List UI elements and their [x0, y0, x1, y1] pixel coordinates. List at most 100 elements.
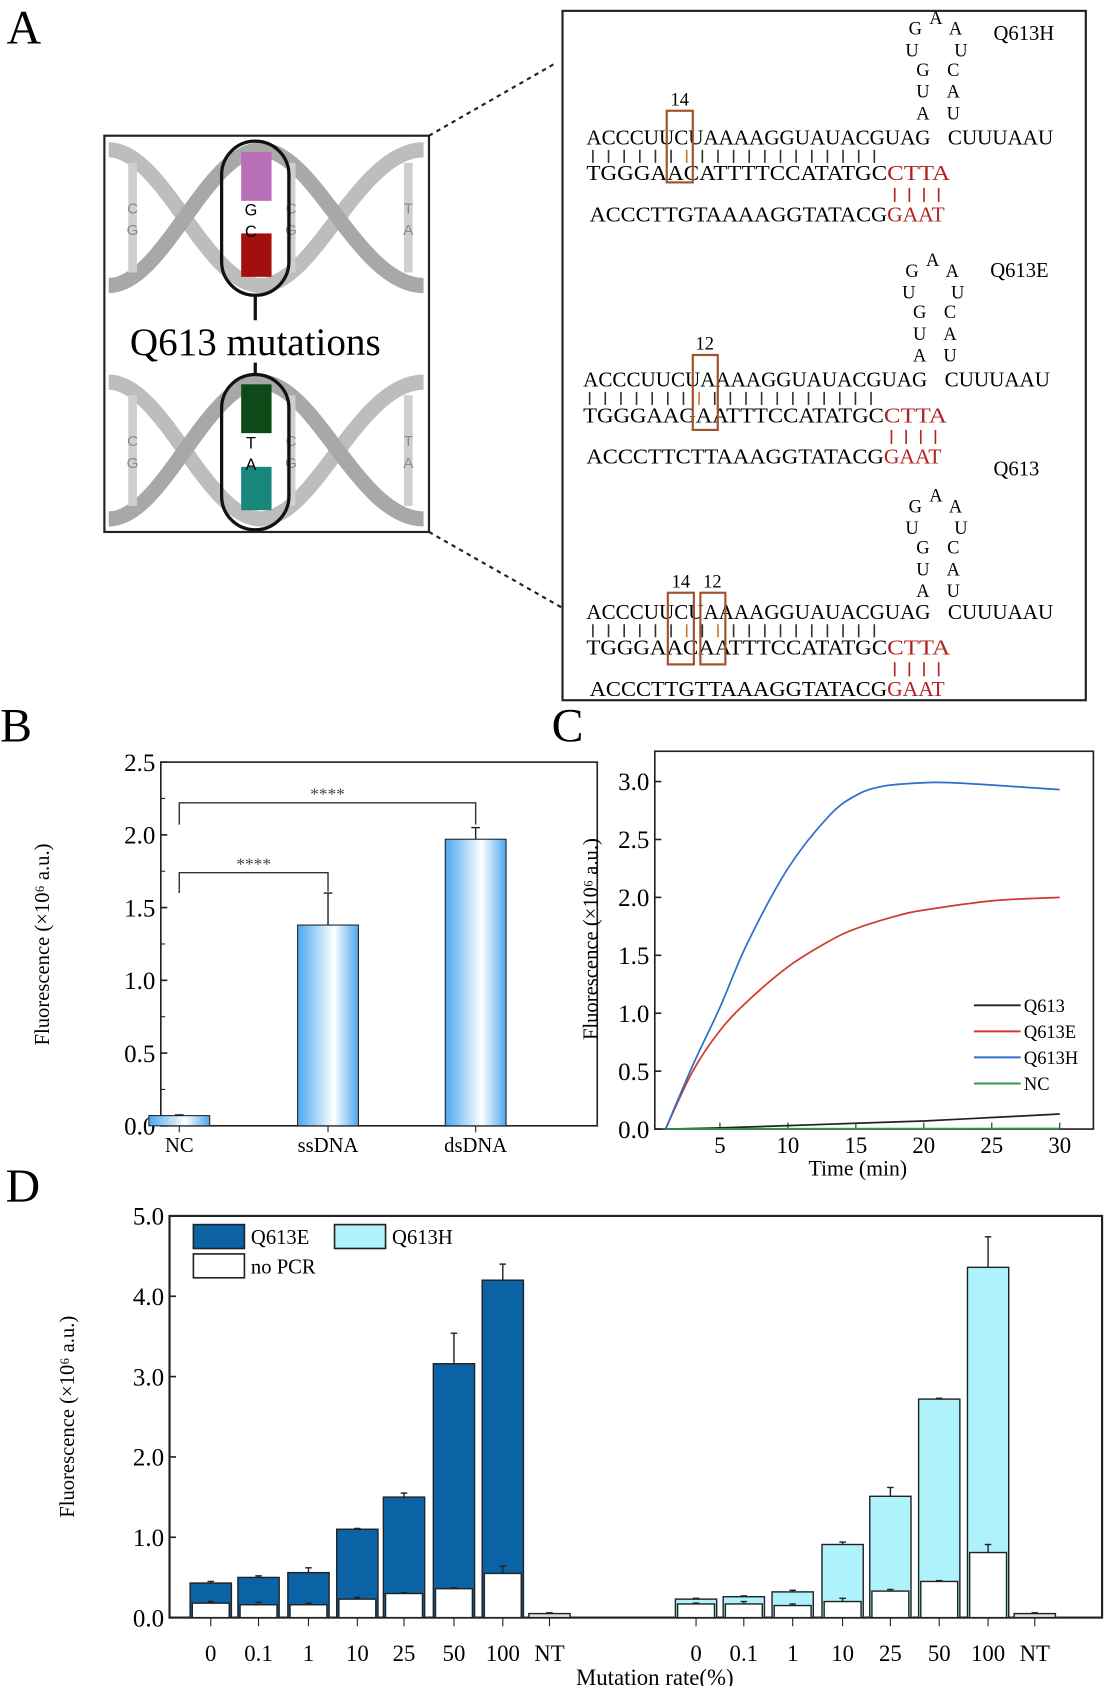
x-tick-label: NT — [1020, 1641, 1050, 1666]
hairpin-base: A — [916, 103, 930, 123]
hairpin-base: C — [944, 302, 956, 322]
series-line-q613h — [664, 781, 1060, 1130]
legend-label: NC — [1024, 1074, 1050, 1094]
x-tick-label: ssDNA — [298, 1135, 359, 1157]
y-tick-label: 2.5 — [124, 750, 155, 777]
zoom-dotted-line — [428, 62, 557, 137]
crrna-tail: CUUUAAU — [945, 369, 1050, 391]
bar-q613e-100 — [481, 1279, 525, 1619]
hairpin-base: U — [913, 324, 926, 344]
base-letter: C — [127, 433, 138, 450]
position-number: 12 — [696, 334, 714, 354]
legend-label: no PCR — [251, 1256, 316, 1278]
crrna-sequence: ACCCUUCUAAAAGGUAUACGUAG — [583, 369, 927, 391]
hairpin-base: U — [905, 40, 918, 60]
y-tick-label: 1.0 — [133, 1525, 164, 1552]
x-tick-label: 0.1 — [730, 1641, 758, 1666]
x-tick-label: 1 — [303, 1641, 314, 1666]
y-tick-label: 0.0 — [133, 1605, 164, 1632]
base-pair-rung — [286, 395, 296, 506]
bar-no-pcr-25 — [384, 1592, 424, 1619]
bar-dsdna — [444, 838, 507, 1127]
legend-label: Q613H — [392, 1227, 453, 1249]
bar-no-pcr-0.1 — [239, 1604, 278, 1619]
center-base-letter: A — [246, 456, 257, 474]
hairpin-base: A — [949, 496, 963, 516]
base-letter: A — [403, 455, 414, 472]
x-tick-label: 10 — [831, 1641, 854, 1666]
x-tick-label: 50 — [928, 1641, 951, 1666]
legend-swatch — [192, 1253, 246, 1279]
crrna-tail: CUUUAAU — [948, 127, 1053, 149]
hairpin-base: U — [954, 40, 967, 60]
y-tick-label: 2.0 — [618, 885, 649, 912]
mutation-label: Q613H — [994, 23, 1055, 45]
hairpin-base: A — [929, 486, 943, 506]
base-letter: T — [404, 433, 413, 450]
hairpin-base: G — [913, 302, 926, 322]
bar-no-pcr-100 — [483, 1572, 522, 1619]
significance-label: **** — [236, 854, 271, 873]
hairpin-base: U — [947, 103, 960, 123]
mismatch-box — [699, 591, 727, 666]
probe-sequence-red: GAAT — [884, 447, 942, 469]
center-base-letter: G — [245, 201, 258, 219]
bar-no-pcr-1 — [289, 1604, 328, 1619]
hairpin-base: G — [909, 496, 922, 516]
target-sequence-red: CTTA — [884, 405, 947, 427]
significance-bracket — [178, 802, 477, 825]
target-sequence-red: CTTA — [887, 638, 950, 660]
hairpin-base: U — [902, 283, 915, 303]
base-pair-rung — [404, 162, 413, 273]
crrna-sequence: ACCCUUCUAAAAGGUAUACGUAG — [586, 602, 930, 624]
legend-label: Q613E — [251, 1227, 309, 1249]
center-base-letter: C — [245, 223, 257, 241]
crrna-tail: CUUUAAU — [948, 602, 1053, 624]
base-letter: C — [286, 433, 297, 450]
y-tick-label: 5.0 — [133, 1204, 164, 1231]
zoom-dotted-line — [428, 531, 564, 609]
series-line-q613e — [664, 896, 1060, 1130]
hairpin-base: A — [926, 250, 940, 270]
y-axis-label: Fluorescence (×10⁶ a.u.) — [32, 844, 54, 1046]
hairpin-base: U — [916, 82, 929, 102]
base-letter: G — [127, 222, 139, 239]
series-line-q613 — [665, 1113, 1060, 1130]
bar-no-pcr-50 — [920, 1580, 959, 1619]
mutated-base-top — [241, 151, 272, 201]
hairpin-base: U — [954, 518, 967, 538]
x-tick-label: 100 — [486, 1641, 520, 1666]
x-tick-label: 25 — [980, 1133, 1003, 1158]
helix-strand — [107, 142, 425, 294]
x-tick-label: 25 — [879, 1641, 902, 1666]
hairpin-base: U — [951, 283, 964, 303]
y-axis-label: Fluorescence (×10⁶ a.u.) — [580, 838, 602, 1040]
target-sequence: TGGGAACAATTTCCATATGC — [586, 638, 887, 660]
probe-sequence: ACCCTTGTAAAAGGTATACG — [590, 204, 888, 226]
x-tick-label: 15 — [844, 1133, 867, 1158]
mismatch-box — [691, 353, 719, 431]
base-pair-rung — [128, 395, 137, 506]
bar-ssdna — [297, 924, 359, 1127]
helix-strand — [107, 374, 425, 527]
x-tick-label: 0 — [205, 1641, 216, 1666]
x-tick-label: NC — [165, 1135, 194, 1157]
x-axis-label: Time (min) — [808, 1157, 907, 1181]
base-letter: G — [127, 455, 139, 472]
bar-no-pcr-25 — [871, 1590, 910, 1619]
bar-no-pcr-0 — [191, 1602, 230, 1619]
bar-no-pcr-0 — [676, 1603, 716, 1619]
base-letter: C — [127, 200, 138, 217]
x-tick-label: 100 — [971, 1641, 1005, 1666]
x-tick-label: dsDNA — [444, 1135, 507, 1157]
mismatch-box — [665, 109, 694, 184]
y-tick-label: 1.0 — [618, 1001, 649, 1028]
base-pair-rung — [128, 162, 137, 273]
